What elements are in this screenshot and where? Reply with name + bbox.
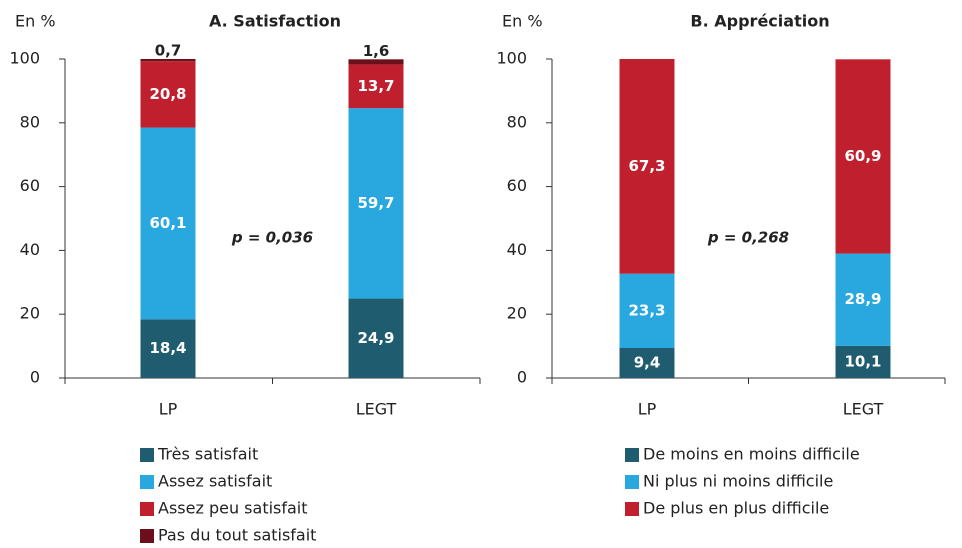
value-label: 59,7 [357,194,394,212]
value-label: 60,9 [844,147,881,165]
x-tick-label: LEGT [356,400,397,419]
legend-label: Assez peu satisfait [158,499,308,518]
value-label: 10,1 [844,352,881,370]
bar-segment [835,59,891,254]
legend-label: Pas du tout satisfait [158,526,316,545]
bar-segment [835,345,891,378]
y-tick-label: 0 [30,368,40,387]
bar-segment [140,61,196,128]
y-tick-label: 60 [507,176,527,195]
legend-label: Assez satisfait [158,472,272,491]
legend-swatch [625,475,639,489]
legend-label: Très satisfait [157,445,258,464]
legend-swatch [625,502,639,516]
y-tick-label: 60 [20,176,40,195]
value-label: 18,4 [149,339,186,357]
y-tick-label: 40 [20,240,40,259]
y-tick-label: 100 [9,49,40,68]
value-label: 20,8 [149,85,186,103]
value-label: 28,9 [844,290,881,308]
legend-label: Ni plus ni moins difficile [643,472,833,491]
y-tick-label: 80 [507,112,527,131]
value-label: 1,6 [363,42,390,60]
bar-segment [348,108,404,299]
annotation: p = 0,036 [231,229,313,247]
bar-segment [140,59,196,62]
chart-title: A. Satisfaction [209,12,341,31]
bar-segment [348,59,404,65]
legend-swatch [140,502,154,516]
legend-label: De plus en plus difficile [643,499,829,518]
y-axis-label: En % [15,12,56,31]
legend-label: De moins en moins difficile [643,445,860,464]
annotation: p = 0,268 [707,229,789,247]
y-axis-label: En % [502,12,543,31]
bar-segment [619,348,675,378]
value-label: 67,3 [628,157,665,175]
value-label: 9,4 [634,354,661,372]
value-label: 23,3 [628,301,665,319]
y-tick-label: 20 [20,304,40,323]
bar-segment [140,127,196,320]
y-tick-label: 40 [507,240,527,259]
legend-swatch [625,448,639,462]
x-tick-label: LP [638,400,657,419]
value-label: 0,7 [155,42,182,60]
bar-segment [140,319,196,378]
x-tick-label: LP [159,400,178,419]
chart-title: B. Appréciation [690,12,829,31]
bar-segment [619,59,675,274]
legend-swatch [140,448,154,462]
value-label: 24,9 [357,329,394,347]
y-tick-label: 80 [20,112,40,131]
bar-segment [619,273,675,349]
legend-swatch [140,475,154,489]
bar-segment [348,64,404,109]
value-label: 60,1 [149,214,186,232]
legend-swatch [140,529,154,543]
y-tick-label: 100 [496,49,527,68]
x-tick-label: LEGT [843,400,884,419]
bar-segment [348,298,404,378]
bar-segment [835,253,891,346]
y-tick-label: 0 [517,368,527,387]
value-label: 13,7 [357,77,394,95]
y-tick-label: 20 [507,304,527,323]
